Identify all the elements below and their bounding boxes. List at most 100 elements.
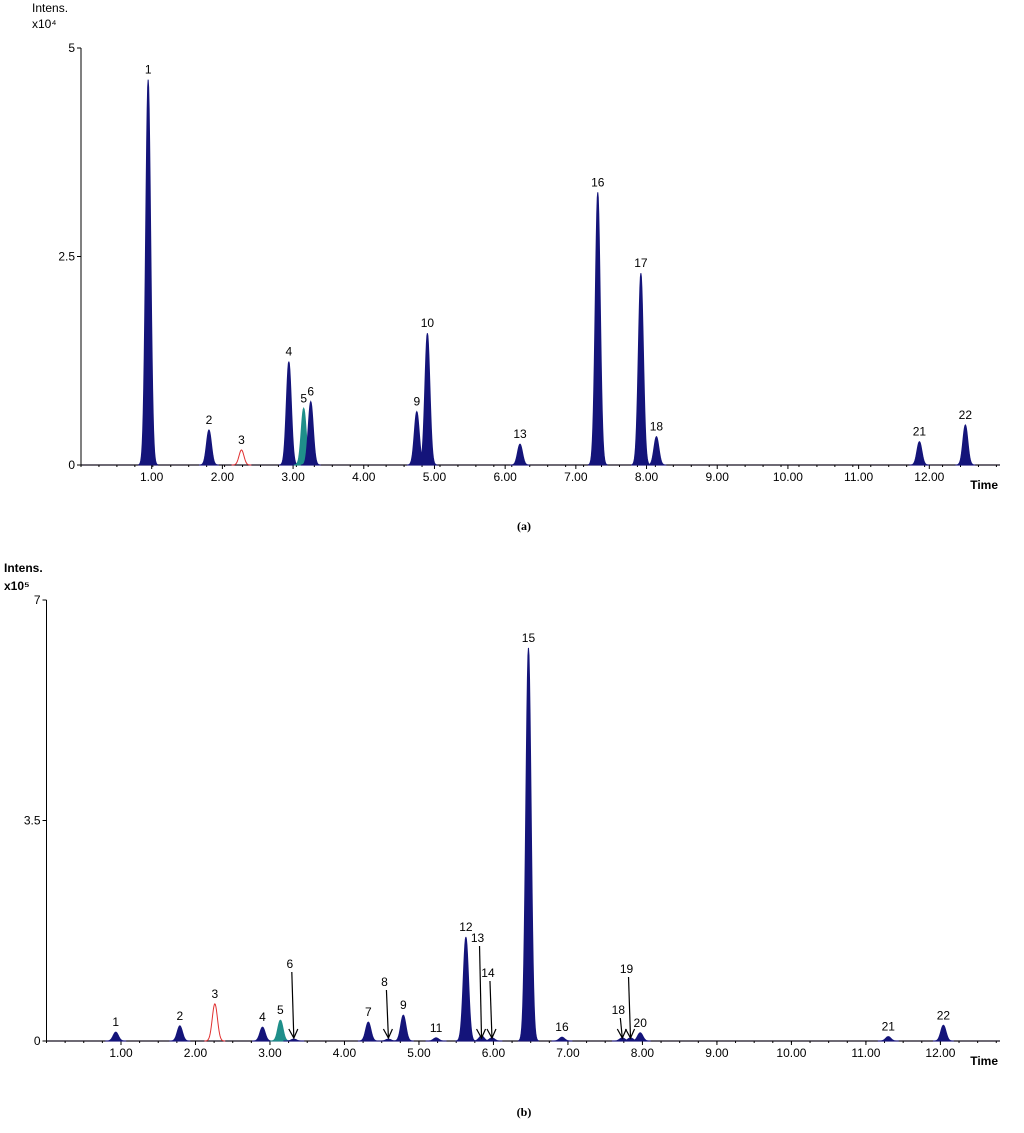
peak bbox=[105, 1031, 127, 1042]
peak bbox=[278, 361, 299, 466]
x-tick-label: 5.00 bbox=[423, 470, 447, 484]
y-axis-label: Intens. bbox=[32, 1, 68, 15]
peak bbox=[877, 1036, 899, 1042]
x-tick-label: 10.00 bbox=[773, 470, 803, 484]
peak bbox=[138, 79, 159, 466]
arrow-head bbox=[624, 1028, 636, 1040]
peak-label: 3 bbox=[212, 987, 219, 1001]
peak-label: 5 bbox=[300, 391, 307, 405]
peak-label: 14 bbox=[481, 966, 495, 980]
peak bbox=[283, 1038, 305, 1042]
x-axis-label: Time bbox=[970, 478, 998, 492]
peak-label: 18 bbox=[612, 1003, 626, 1017]
arrow-shaft bbox=[291, 971, 295, 1039]
peak bbox=[646, 435, 667, 466]
peak bbox=[909, 440, 930, 466]
arrow-shaft bbox=[619, 1017, 623, 1039]
x-tick-label: 1.00 bbox=[140, 470, 164, 484]
peak-label: 9 bbox=[413, 395, 420, 409]
peak-label: 5 bbox=[277, 1003, 284, 1017]
peak-label: 2 bbox=[176, 1009, 183, 1023]
x-tick-label: 9.00 bbox=[705, 1046, 729, 1060]
peak-label: 13 bbox=[471, 931, 485, 945]
peak bbox=[510, 443, 530, 466]
peak-label: 3 bbox=[238, 433, 245, 447]
peak bbox=[169, 1025, 191, 1042]
peak-label: 16 bbox=[555, 1020, 569, 1034]
peak bbox=[587, 192, 608, 466]
peak bbox=[269, 1019, 291, 1042]
peak-label: 13 bbox=[513, 427, 527, 441]
peak-label: 22 bbox=[959, 408, 973, 422]
arrow-shaft bbox=[385, 989, 390, 1039]
peak-label: 12 bbox=[459, 920, 473, 934]
peak-label: 7 bbox=[365, 1005, 372, 1019]
peak-label: 11 bbox=[430, 1021, 443, 1035]
peak-label: 15 bbox=[522, 631, 536, 645]
x-tick-label: 12.00 bbox=[914, 470, 944, 484]
peak bbox=[357, 1021, 379, 1042]
y-multiplier: x10⁴ bbox=[32, 17, 57, 31]
x-axis-label: Time bbox=[970, 1054, 998, 1068]
x-tick-label: 9.00 bbox=[706, 470, 730, 484]
peak-label: 10 bbox=[421, 316, 435, 330]
x-tick-label: 4.00 bbox=[333, 1046, 357, 1060]
peak-label: 4 bbox=[285, 345, 292, 359]
y-tick-label: 0 bbox=[68, 458, 75, 472]
x-tick-label: 7.00 bbox=[556, 1046, 580, 1060]
arrow-head bbox=[288, 1028, 299, 1040]
x-tick-label: 10.00 bbox=[776, 1046, 806, 1060]
y-tick-label: 3.5 bbox=[24, 814, 41, 828]
x-tick-label: 3.00 bbox=[281, 470, 305, 484]
y-multiplier: x10⁵ bbox=[4, 579, 30, 593]
y-tick-label: 7 bbox=[34, 593, 41, 607]
peak bbox=[204, 1002, 226, 1042]
x-tick-label: 2.00 bbox=[184, 1046, 208, 1060]
peak bbox=[629, 1032, 651, 1042]
peak-label: 8 bbox=[381, 975, 388, 989]
peak bbox=[199, 429, 219, 466]
x-tick-label: 11.00 bbox=[851, 1046, 880, 1060]
x-tick-label: 5.00 bbox=[407, 1046, 431, 1060]
peak bbox=[300, 400, 321, 466]
arrow-head bbox=[616, 1028, 627, 1040]
peak-label: 17 bbox=[634, 256, 648, 270]
peak bbox=[517, 647, 540, 1042]
peak-label: 2 bbox=[206, 413, 213, 427]
x-tick-label: 8.00 bbox=[635, 470, 659, 484]
y-axis-label: Intens. bbox=[4, 561, 43, 575]
x-tick-label: 7.00 bbox=[564, 470, 588, 484]
peak-label: 1 bbox=[112, 1015, 119, 1029]
panel-label: (b) bbox=[517, 1105, 532, 1119]
peak bbox=[231, 449, 252, 466]
x-tick-label: 1.00 bbox=[109, 1046, 133, 1060]
peak bbox=[425, 1037, 447, 1042]
peak-label: 22 bbox=[937, 1008, 951, 1022]
arrow-shaft bbox=[627, 976, 632, 1039]
x-tick-label: 8.00 bbox=[631, 1046, 655, 1060]
peak bbox=[455, 936, 477, 1042]
x-tick-label: 11.00 bbox=[844, 470, 873, 484]
peak-label: 19 bbox=[620, 962, 634, 976]
peak-label: 16 bbox=[591, 175, 605, 189]
arrow-head bbox=[382, 1028, 393, 1040]
peak-label: 6 bbox=[286, 957, 293, 971]
peak-label: 4 bbox=[259, 1010, 266, 1024]
peak bbox=[955, 424, 976, 466]
x-tick-label: 2.00 bbox=[211, 470, 235, 484]
x-tick-label: 4.00 bbox=[352, 470, 376, 484]
panel-label: (a) bbox=[517, 519, 531, 533]
peak bbox=[551, 1036, 573, 1042]
arrow-head bbox=[486, 1028, 497, 1040]
x-tick-label: 12.00 bbox=[925, 1046, 955, 1060]
x-tick-label: 3.00 bbox=[258, 1046, 282, 1060]
y-tick-label: 2.5 bbox=[58, 250, 75, 264]
peak-label: 18 bbox=[650, 420, 664, 434]
y-tick-label: 0 bbox=[34, 1034, 41, 1048]
peak bbox=[392, 1014, 414, 1042]
peak bbox=[417, 333, 438, 466]
peak-label: 20 bbox=[634, 1016, 648, 1030]
peak-label: 21 bbox=[882, 1020, 896, 1034]
peak bbox=[252, 1026, 273, 1042]
